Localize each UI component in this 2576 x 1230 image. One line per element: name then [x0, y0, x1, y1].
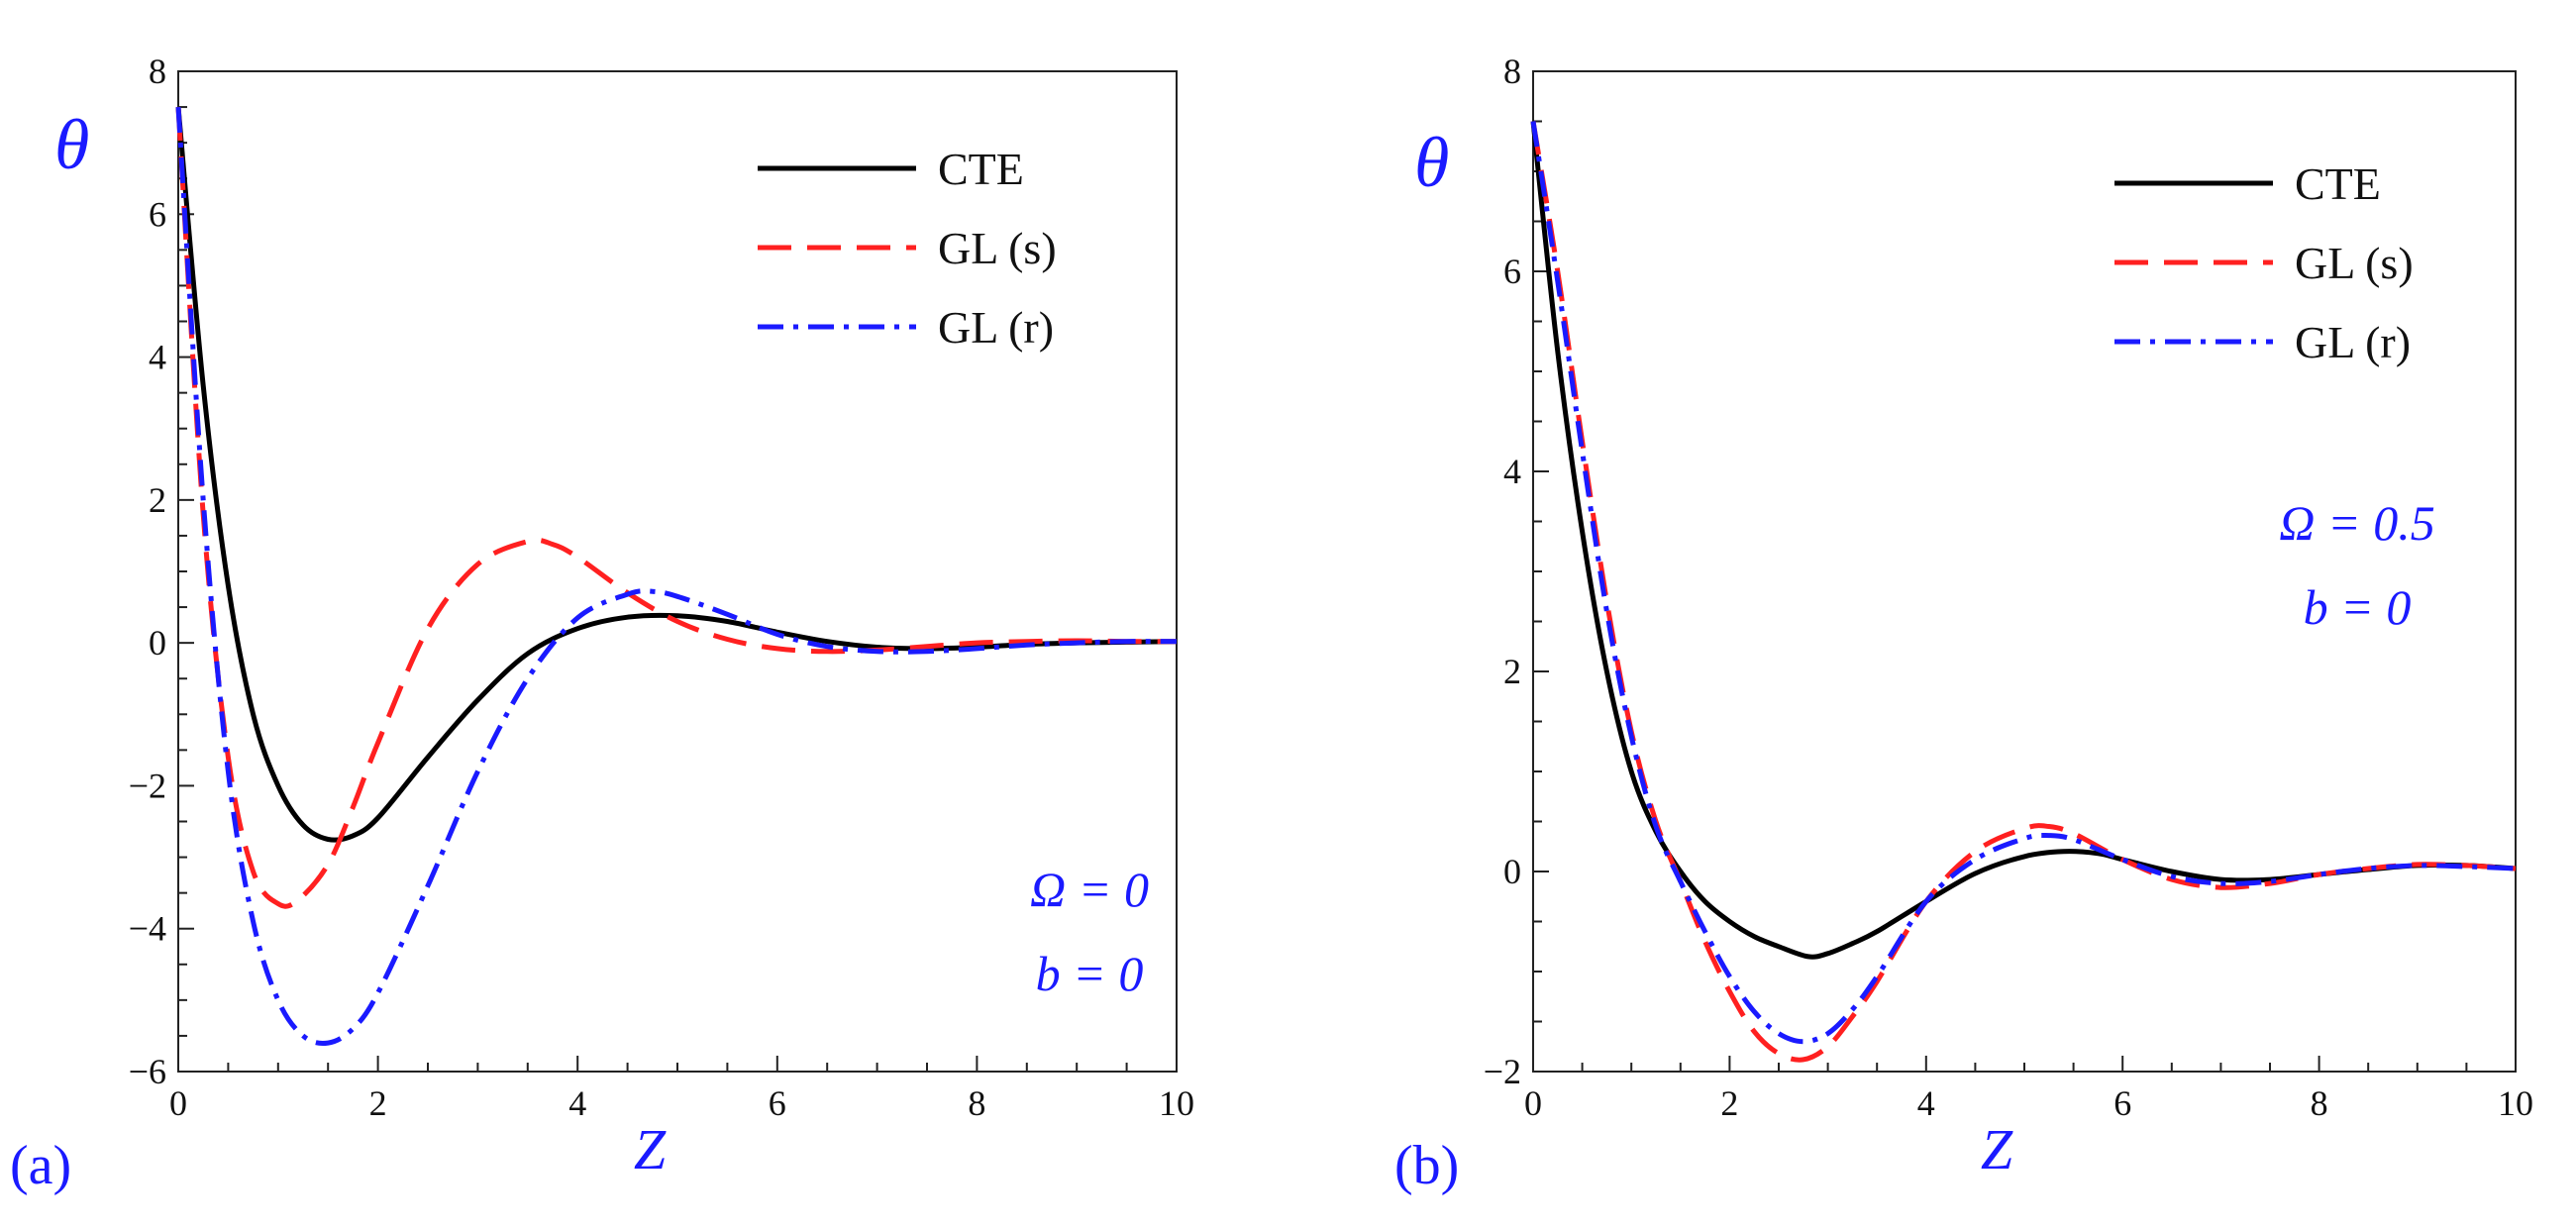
y-tick-label: −4 — [129, 909, 166, 949]
x-axis-label: Z — [1981, 1117, 2013, 1181]
x-tick-label: 0 — [1524, 1083, 1542, 1123]
series-line-cte — [175, 106, 1178, 843]
x-tick-label: 0 — [169, 1083, 187, 1123]
legend-label: CTE — [938, 144, 1024, 194]
y-axis-label: θ — [54, 105, 89, 184]
plot-frame — [1532, 70, 2517, 1073]
series-line-gl-s — [175, 106, 1178, 909]
x-tick-label: 6 — [769, 1083, 786, 1123]
y-tick-label: −6 — [129, 1052, 166, 1091]
x-tick-label: 2 — [369, 1083, 387, 1123]
y-tick-label: 6 — [149, 194, 166, 234]
x-tick-label: 8 — [968, 1083, 985, 1123]
series-line-gl-r — [1530, 121, 2517, 1045]
chart-panel-a: 0 2 4 6 8 10 −6 −4 −2 0 2 4 6 8 CTE GL (s) GL (r) Ω = 0 b … — [10, 51, 1194, 1196]
y-tick-label: −2 — [1484, 1052, 1521, 1091]
parameter-annotation: Ω = 0 — [1030, 862, 1149, 917]
y-tick-label: 6 — [1503, 252, 1521, 291]
y-tick-label: 8 — [149, 51, 166, 91]
x-tick-label: 4 — [1917, 1083, 1935, 1123]
x-tick-label: 10 — [1159, 1083, 1194, 1123]
parameter-annotation: Ω = 0.5 — [2279, 495, 2434, 551]
panel-label: (b) — [1394, 1135, 1459, 1196]
x-tick-label: 8 — [2311, 1083, 2328, 1123]
y-tick-label: 4 — [1503, 452, 1521, 491]
x-axis-label: Z — [634, 1117, 667, 1181]
y-tick-label: 8 — [1503, 51, 1521, 91]
y-tick-label: −2 — [129, 766, 166, 805]
panel-label: (a) — [10, 1135, 71, 1196]
series-line-gl-r — [175, 106, 1178, 1046]
y-tick-label: 2 — [1503, 652, 1521, 691]
series-line-cte — [1530, 121, 2517, 960]
x-tick-label: 10 — [2498, 1083, 2533, 1123]
legend-label: GL (r) — [2295, 317, 2411, 367]
legend-label: GL (r) — [938, 302, 1054, 353]
legend-label: CTE — [2295, 158, 2381, 209]
x-tick-label: 2 — [1720, 1083, 1738, 1123]
parameter-annotation: b = 0 — [2304, 579, 2412, 635]
series-line-gl-s — [1530, 121, 2517, 1063]
parameter-annotation: b = 0 — [1036, 946, 1144, 1001]
y-tick-label: 2 — [149, 480, 166, 520]
y-tick-label: 4 — [149, 338, 166, 377]
y-tick-label: 0 — [149, 623, 166, 663]
y-tick-label: 0 — [1503, 852, 1521, 891]
x-tick-label: 6 — [2113, 1083, 2131, 1123]
plot-frame — [177, 70, 1178, 1073]
y-axis-label: θ — [1414, 123, 1449, 202]
x-tick-label: 4 — [568, 1083, 586, 1123]
legend-label: GL (s) — [2295, 238, 2414, 288]
legend-label: GL (s) — [938, 223, 1057, 273]
